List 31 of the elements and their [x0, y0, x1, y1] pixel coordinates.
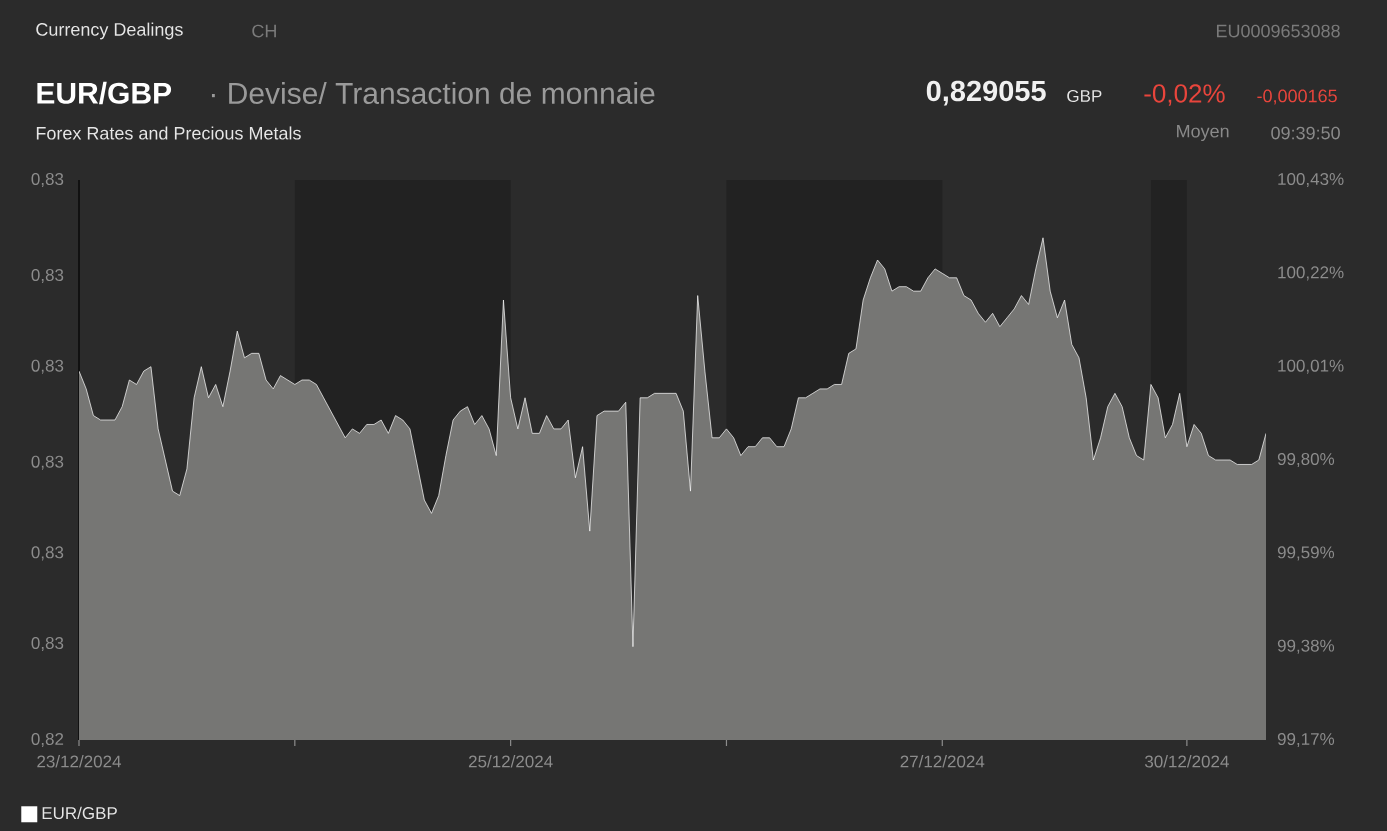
text: Moyen [1177, 124, 1229, 142]
y2-tick-label: 100,43% [1278, 172, 1344, 188]
text: GBP [1067, 89, 1102, 103]
text: -0,02% [1144, 84, 1225, 106]
text: -0,000165 [1257, 89, 1337, 105]
y-tick-label: 0,83 [31, 172, 64, 188]
text: 09:39:50 [1271, 126, 1340, 140]
x-tick-label: 25/12/2024 [468, 755, 553, 768]
chart-subtitle: · Devise/ Transaction de monnaie [211, 81, 655, 105]
chart-title: EUR/GBP [37, 81, 172, 105]
y2-tick-label: 99,17% [1277, 732, 1335, 748]
text: CH [252, 24, 276, 38]
text: EU0009653088 [1216, 24, 1340, 38]
text: Forex Rates and Precious Metals [36, 126, 301, 140]
x-tick-label: 30/12/2024 [1144, 755, 1229, 768]
text: 0,829055 [926, 80, 1046, 106]
x-tick-label: 27/12/2024 [900, 755, 985, 768]
y2-tick-label: 99,59% [1277, 546, 1335, 561]
y-tick-label: 0,83 [31, 636, 64, 652]
legend-label: EUR/GBP [42, 806, 117, 820]
y2-tick-label: 99,80% [1277, 452, 1335, 468]
y-tick-label: 0,83 [31, 268, 64, 284]
text: Currency Dealings [36, 22, 183, 40]
y-tick-label: 0,83 [31, 546, 64, 561]
y-tick-label: 0,82 [31, 732, 64, 748]
x-tick-label: 23/12/2024 [37, 755, 122, 768]
y-tick-label: 0,83 [31, 359, 64, 374]
y2-tick-label: 99,38% [1277, 639, 1335, 654]
y-tick-label: 0,83 [31, 455, 64, 470]
y2-tick-label: 100,22% [1278, 266, 1344, 281]
y2-tick-label: 100,01% [1278, 359, 1344, 374]
